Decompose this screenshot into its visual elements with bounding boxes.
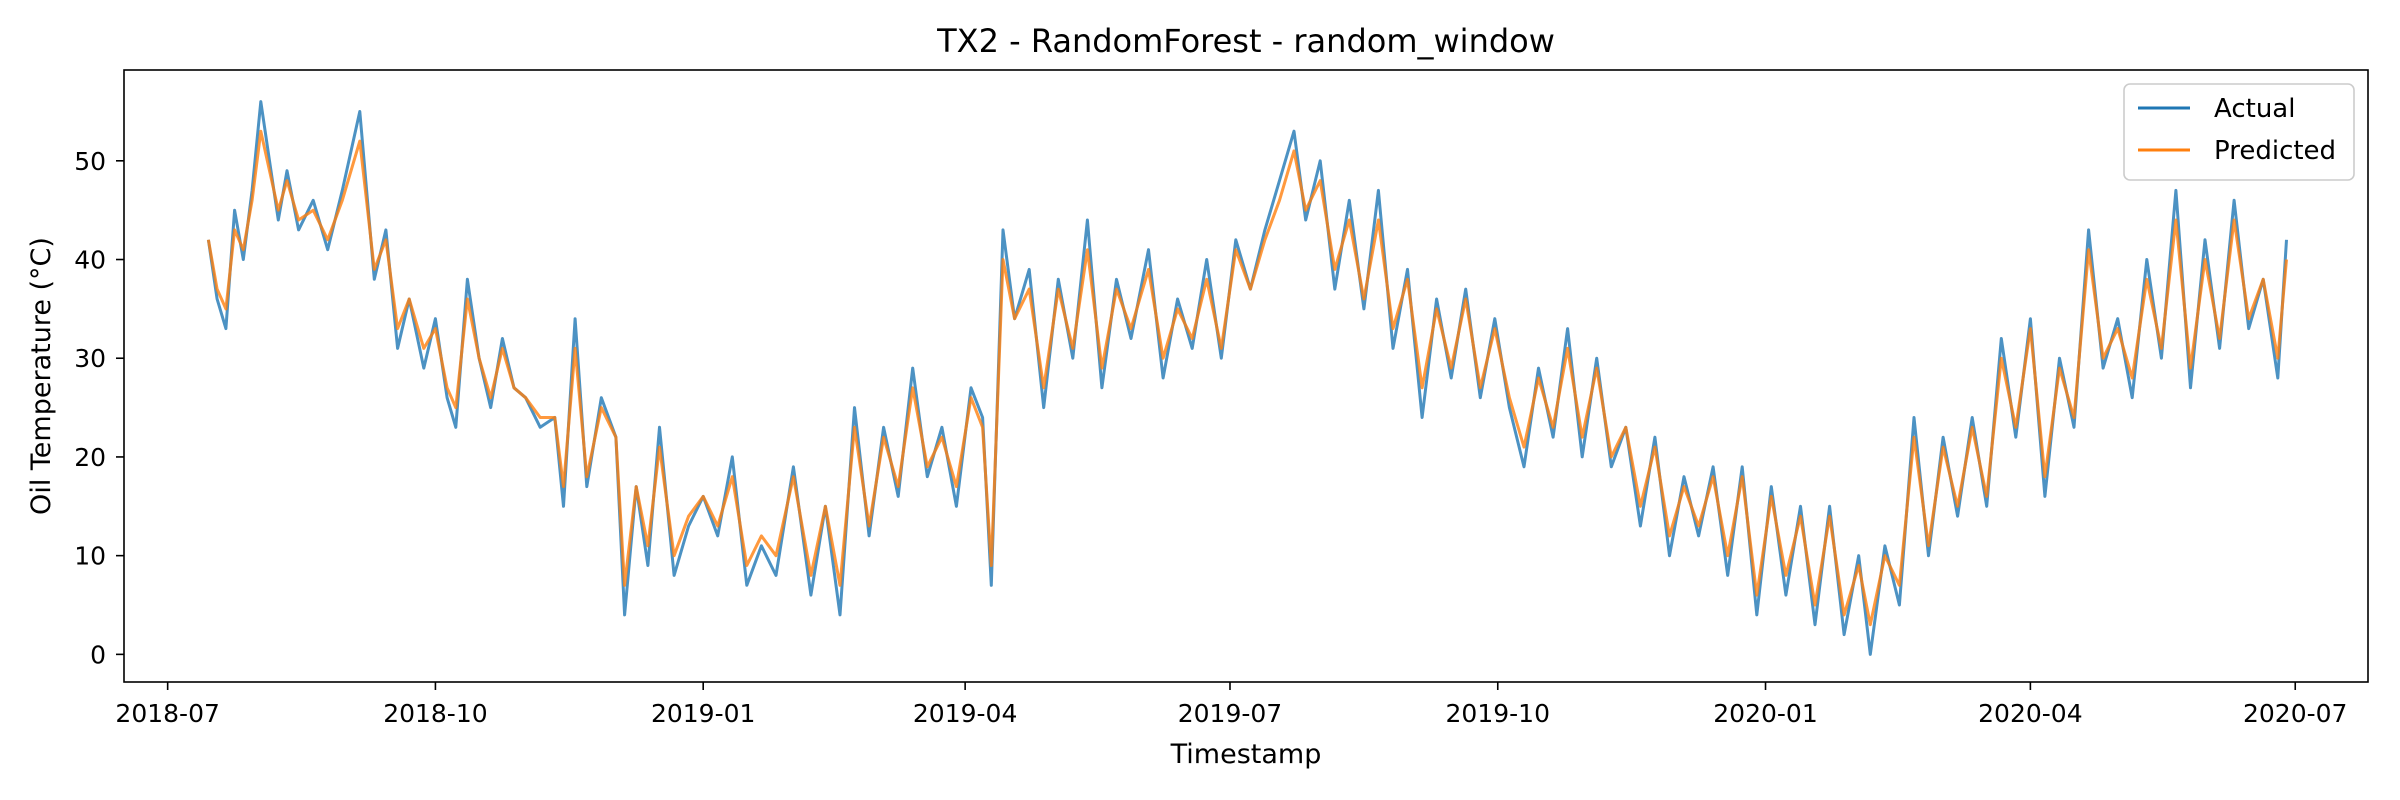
y-tick-label: 20 [74, 443, 106, 472]
x-tick-label: 2019-10 [1446, 699, 1550, 728]
x-tick-label: 2019-01 [651, 699, 755, 728]
plot-frame [123, 69, 2369, 683]
x-tick-label: 2018-07 [115, 699, 219, 728]
x-tick-label: 2018-10 [383, 699, 487, 728]
chart-title: TX2 - RandomForest - random_window [936, 22, 1555, 60]
legend-label-predicted: Predicted [2214, 136, 2336, 166]
y-tick-label: 30 [74, 344, 106, 373]
x-axis: 2018-07 2018-10 2019-01 2019-04 2019-07 2019-… [115, 682, 2347, 728]
series-line-predicted [206, 129, 2288, 627]
y-axis-title: Oil Temperature (°C) [26, 237, 57, 515]
y-tick-label: 40 [74, 246, 106, 275]
y-tick-label: 50 [74, 147, 106, 176]
legend-label-actual: Actual [2214, 94, 2295, 124]
y-axis: 0 10 20 30 40 50 [74, 147, 124, 669]
series-layer [206, 100, 2288, 656]
y-tick-label: 10 [74, 542, 106, 571]
x-tick-label: 2020-04 [1978, 699, 2082, 728]
x-tick-label: 2019-04 [913, 699, 1017, 728]
y-tick-label: 0 [90, 640, 106, 669]
x-tick-label: 2019-07 [1178, 699, 1282, 728]
x-axis-title: Timestamp [1170, 739, 1322, 770]
x-tick-label: 2020-01 [1713, 699, 1817, 728]
x-tick-label: 2020-07 [2243, 699, 2347, 728]
legend: Actual Predicted [2123, 83, 2355, 181]
